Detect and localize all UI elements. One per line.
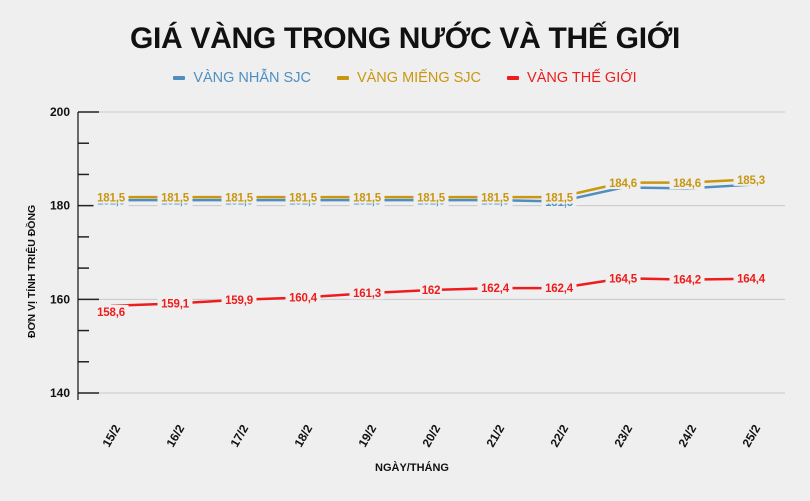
data-label-bg xyxy=(541,281,577,295)
data-label-bg xyxy=(157,296,193,310)
legend-swatch-icon xyxy=(507,76,520,80)
data-label: 164,5 xyxy=(609,273,638,285)
data-label-bg xyxy=(285,290,321,304)
data-label: 164,4 xyxy=(737,274,766,286)
data-label: 159,9 xyxy=(225,295,253,307)
legend-label: VÀNG MIẾNG SJC xyxy=(356,70,482,86)
x-tick-label: 19/2 xyxy=(355,422,379,450)
data-label: 181,5 xyxy=(97,193,126,205)
data-label-bg xyxy=(93,304,129,318)
chart-title: GIÁ VÀNG TRONG NƯỚC VÀ THẾ GIỚI xyxy=(129,22,681,55)
data-label-bg xyxy=(541,190,577,204)
data-label-bg xyxy=(605,271,641,285)
data-label: 158,6 xyxy=(97,307,125,319)
y-axis-title: ĐƠN VỊ TÍNH TRIỆU ĐỒNG xyxy=(26,204,38,338)
data-label: 184,6 xyxy=(609,178,637,190)
data-label: 181,5 xyxy=(417,193,446,205)
x-tick-label: 24/2 xyxy=(675,422,699,450)
x-tick-label: 22/2 xyxy=(547,422,571,450)
data-label: 181,5 xyxy=(353,193,382,205)
data-label: 162,4 xyxy=(481,283,510,295)
data-label: 164,2 xyxy=(673,275,701,287)
data-label: 181,5 xyxy=(161,193,190,205)
x-axis-title: NGÀY/THÁNG xyxy=(375,462,449,474)
legend-item-vang-nhan-sjc: VÀNG NHẪN SJC xyxy=(173,70,311,86)
data-label-bg xyxy=(477,281,513,295)
data-label-bg xyxy=(669,272,705,286)
data-label: 181,5 xyxy=(545,193,574,205)
data-label-bg xyxy=(413,190,449,204)
x-tick-label: 20/2 xyxy=(419,422,443,450)
data-label-bg xyxy=(349,286,385,300)
data-label-bg xyxy=(285,190,321,204)
data-label-bg xyxy=(221,190,257,204)
data-label: 162,4 xyxy=(545,283,574,295)
data-label-bg xyxy=(733,172,769,186)
x-tick-label: 25/2 xyxy=(739,422,763,450)
data-label: 159,1 xyxy=(161,299,190,311)
data-label: 181,5 xyxy=(481,193,510,205)
data-label-bg xyxy=(349,190,385,204)
legend-item-vang-mieng-sjc: VÀNG MIẾNG SJC xyxy=(336,70,482,86)
x-tick-label: 17/2 xyxy=(227,422,251,450)
legend-label: VÀNG NHẪN SJC xyxy=(193,70,311,86)
data-label-bg xyxy=(221,292,257,306)
legend-label: VÀNG THẾ GIỚI xyxy=(527,70,637,86)
chart-legend: VÀNG NHẪN SJC VÀNG MIẾNG SJC VÀNG THẾ GI… xyxy=(0,70,810,86)
data-label: 181,5 xyxy=(225,193,254,205)
legend-item-vang-the-gioi: VÀNG THẾ GIỚI xyxy=(507,70,637,86)
data-label-bg xyxy=(93,190,129,204)
x-tick-label: 23/2 xyxy=(611,422,635,450)
data-label-bg xyxy=(420,282,442,296)
legend-swatch-icon xyxy=(173,76,186,80)
y-tick-label: 140 xyxy=(50,386,70,400)
data-label: 161,3 xyxy=(353,288,381,300)
legend-swatch-icon xyxy=(336,76,349,80)
y-tick-label: 160 xyxy=(50,292,70,306)
data-label-bg xyxy=(477,190,513,204)
data-label-bg xyxy=(669,176,705,190)
data-label: 160,4 xyxy=(289,292,318,304)
data-label-bg xyxy=(605,176,641,190)
data-label-bg xyxy=(733,271,769,285)
data-label: 184,6 xyxy=(673,178,701,190)
x-tick-label: 21/2 xyxy=(483,422,507,450)
y-tick-label: 180 xyxy=(50,199,70,213)
x-tick-label: 18/2 xyxy=(291,422,315,450)
data-label: 185,3 xyxy=(737,175,765,187)
data-label: 181,5 xyxy=(289,193,318,205)
data-label: 162 xyxy=(422,285,441,297)
y-tick-label: 200 xyxy=(50,105,70,119)
x-tick-label: 15/2 xyxy=(99,422,123,450)
x-tick-label: 16/2 xyxy=(163,422,187,450)
data-label-bg xyxy=(157,190,193,204)
